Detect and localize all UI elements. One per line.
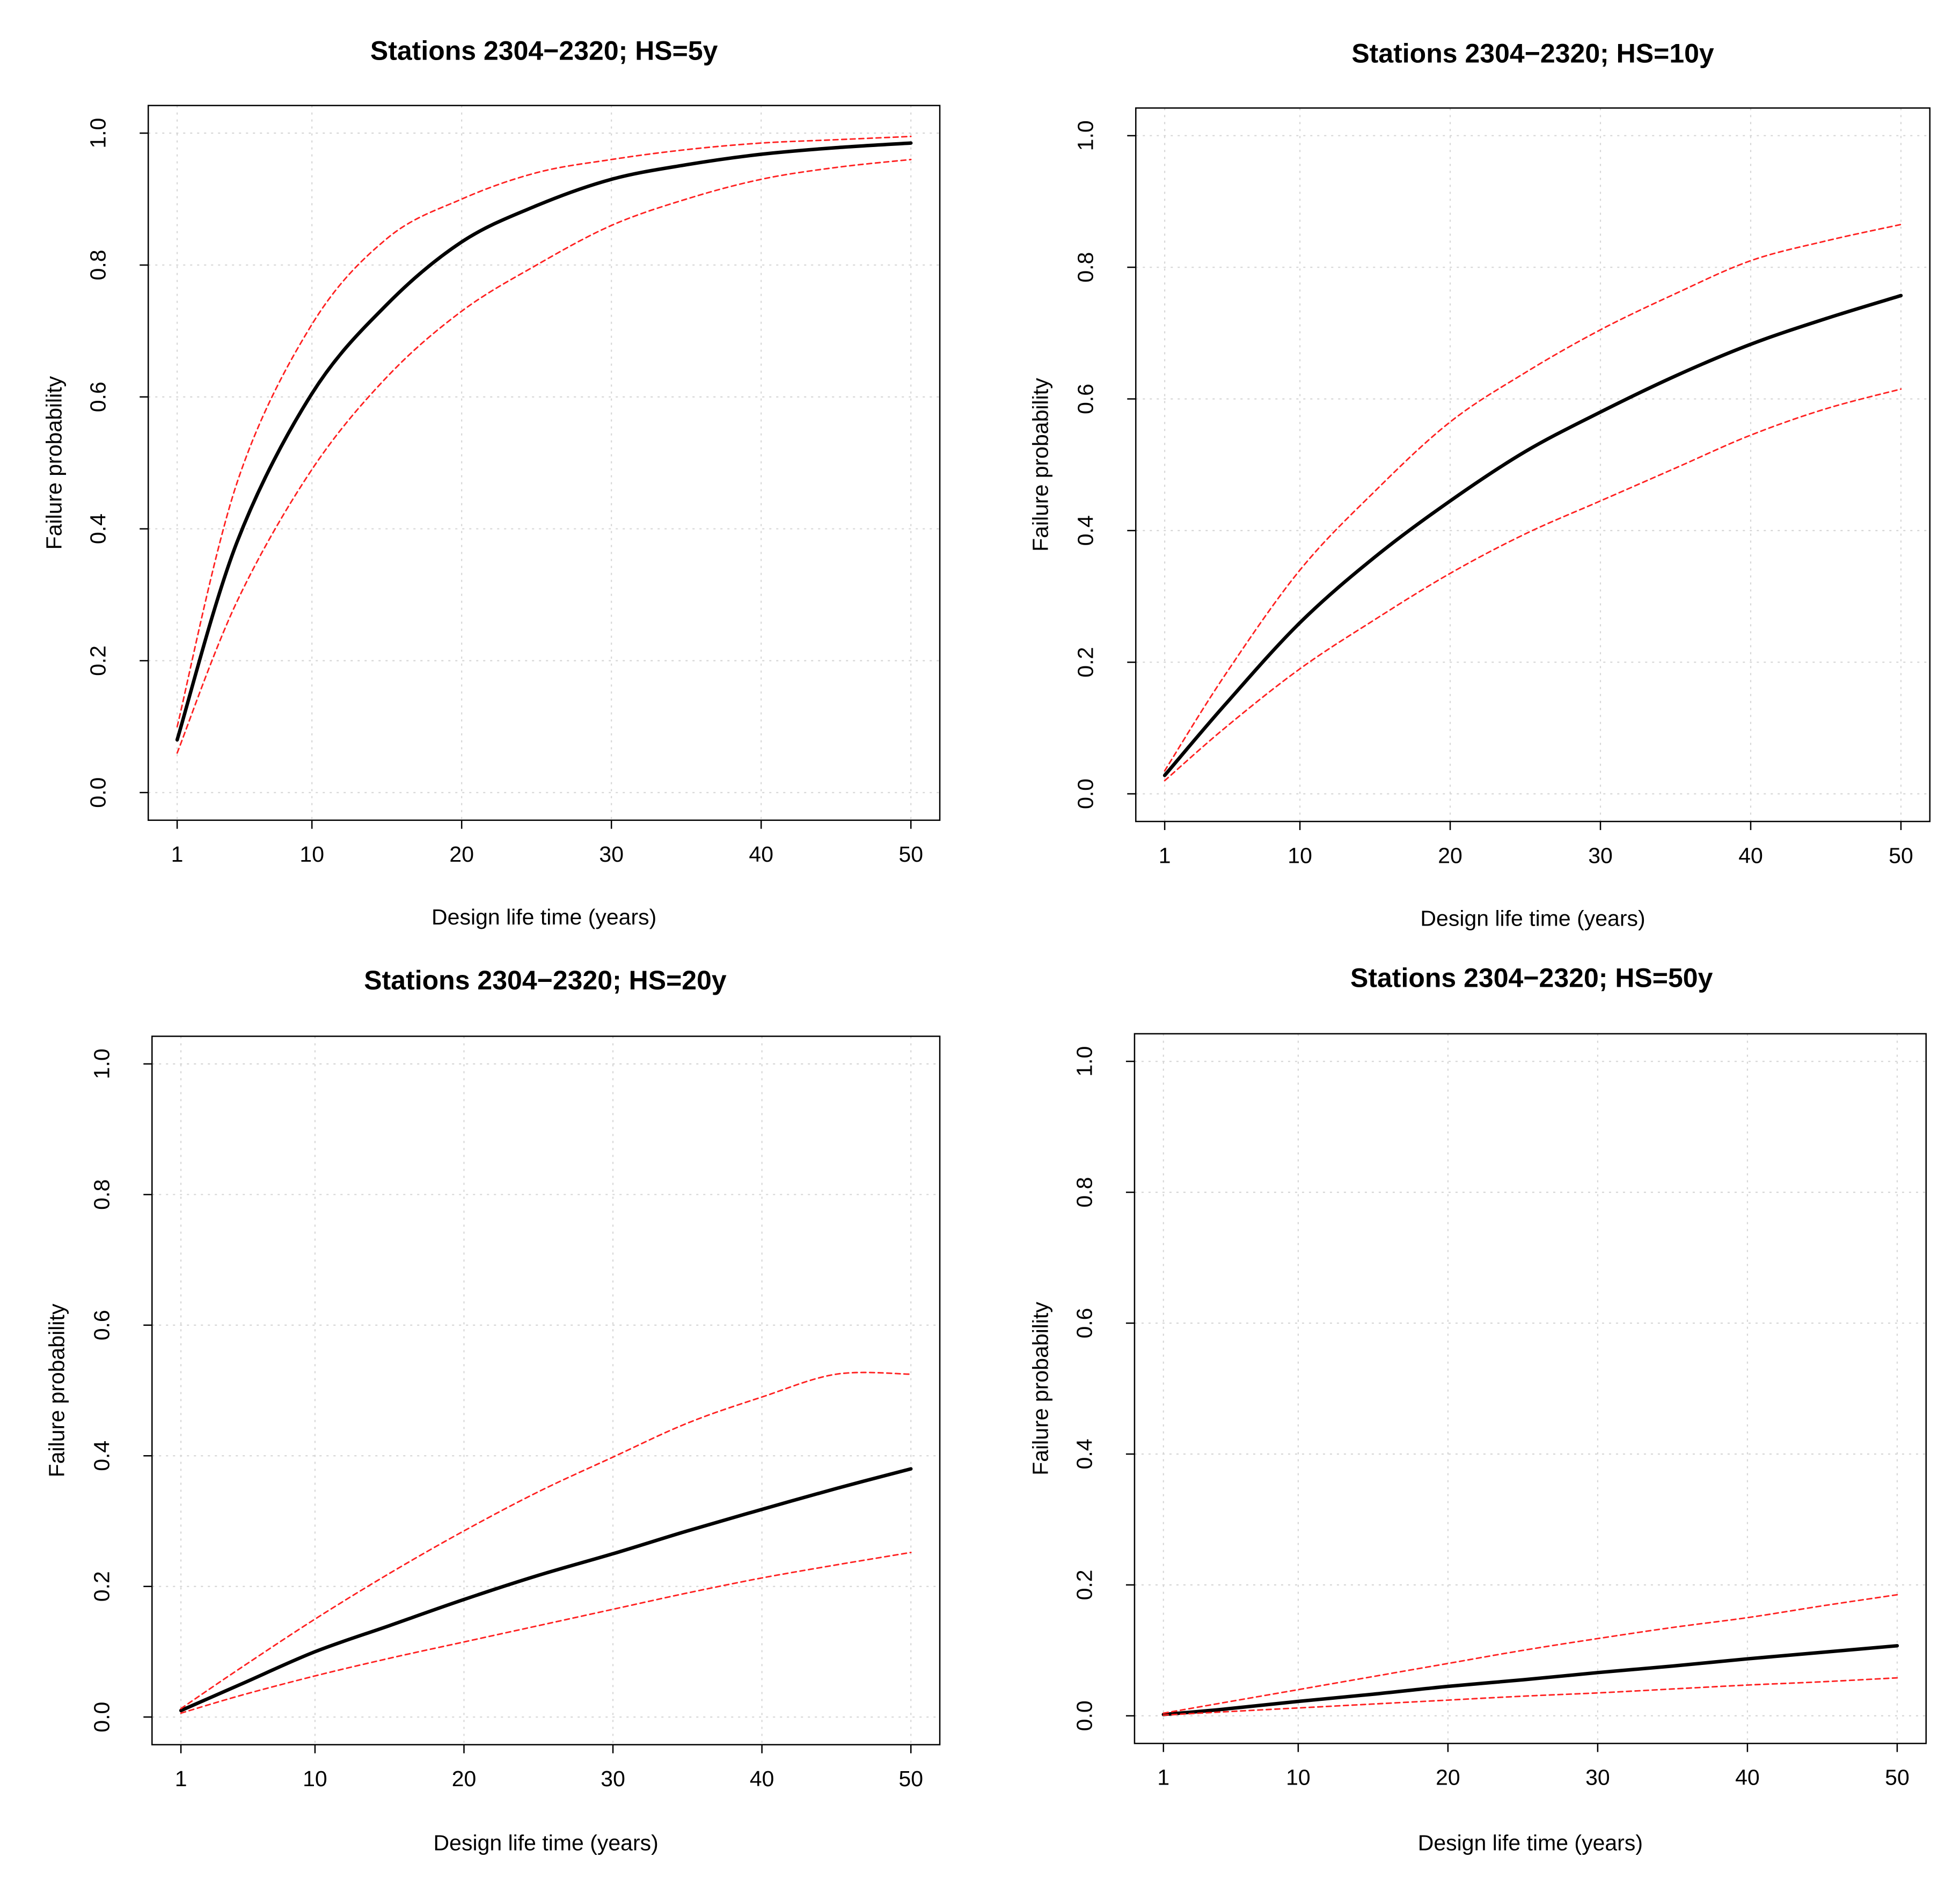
y-tick-label: 0.6 xyxy=(1072,1308,1096,1339)
chart-panel-4: 1 10 20 30 40 50 0.0 0.2 0.4 0.6 0.8 1.0 Stations 23… xyxy=(1028,963,1927,1855)
series-line-lower-bound xyxy=(1164,388,1902,782)
x-axis-label: Design life time (years) xyxy=(432,905,656,929)
series-line-upper-bound xyxy=(176,135,912,728)
plot-frame xyxy=(151,1036,941,1745)
y-axis-label: Failure probability xyxy=(42,376,67,549)
y-tick-label: 1.0 xyxy=(1072,1046,1096,1077)
y-tick-label: 0.6 xyxy=(90,1310,114,1340)
x-tick-label: 40 xyxy=(749,842,773,867)
series-line-upper-bound xyxy=(180,1371,912,1709)
x-tick-label: 20 xyxy=(1436,1765,1460,1790)
y-axis-label: Failure probability xyxy=(1028,378,1052,552)
series-line-upper-bound xyxy=(1164,224,1902,772)
y-tick-label: 0.4 xyxy=(1073,515,1098,546)
series-line-lower-bound xyxy=(1162,1677,1898,1716)
chart-panel-1: 1 10 20 30 40 50 0.0 0.2 0.4 0.6 0.8 1.0 Stations 23… xyxy=(42,36,941,929)
x-tick-label: 50 xyxy=(898,1766,923,1791)
chart-panel-3: 1 10 20 30 40 50 0.0 0.2 0.4 0.6 0.8 1.0 Stations 23… xyxy=(44,965,941,1855)
series-line-lower-bound xyxy=(180,1552,912,1714)
x-tick-label: 40 xyxy=(1735,1765,1760,1790)
y-tick-label: 0.8 xyxy=(86,249,111,280)
x-tick-label: 1 xyxy=(171,842,184,867)
x-tick-label: 30 xyxy=(599,842,624,867)
x-axis-label: Design life time (years) xyxy=(1418,1830,1643,1855)
y-axis-label: Failure probability xyxy=(1028,1302,1052,1476)
y-tick-label: 1.0 xyxy=(1073,120,1098,151)
chart-title: Stations 2304−2320; HS=5y xyxy=(370,36,718,66)
y-axis-label: Failure probability xyxy=(44,1303,69,1477)
chart-title: Stations 2304−2320; HS=20y xyxy=(364,965,727,995)
x-tick-label: 10 xyxy=(303,1766,327,1791)
series-line-upper-bound xyxy=(1162,1594,1898,1714)
y-tick-label: 0.8 xyxy=(90,1179,114,1210)
y-tick-label: 0.4 xyxy=(90,1441,114,1471)
y-tick-label: 0.2 xyxy=(1073,647,1098,678)
x-tick-label: 10 xyxy=(1286,1765,1311,1790)
y-tick-label: 0.2 xyxy=(86,645,111,676)
x-tick-label: 20 xyxy=(449,842,474,867)
y-tick-label: 0.0 xyxy=(1073,779,1098,809)
x-tick-label: 10 xyxy=(299,842,324,867)
chart-title: Stations 2304−2320; HS=50y xyxy=(1350,963,1713,993)
y-tick-label: 0.2 xyxy=(90,1571,114,1602)
x-tick-label: 1 xyxy=(1157,1765,1169,1790)
x-tick-label: 20 xyxy=(1438,843,1462,868)
y-tick-label: 0.4 xyxy=(1072,1438,1096,1469)
y-tick-label: 0.8 xyxy=(1072,1177,1096,1208)
x-tick-label: 30 xyxy=(601,1766,625,1791)
y-tick-label: 0.6 xyxy=(86,381,111,412)
y-tick-label: 0.0 xyxy=(1072,1700,1096,1731)
series-line-estimate xyxy=(1161,1644,1899,1716)
y-tick-label: 1.0 xyxy=(86,118,111,149)
x-tick-label: 1 xyxy=(175,1766,187,1791)
x-tick-label: 10 xyxy=(1288,843,1312,868)
x-axis-label: Design life time (years) xyxy=(1420,906,1645,930)
x-tick-label: 1 xyxy=(1159,843,1171,868)
x-tick-label: 30 xyxy=(1585,1765,1610,1790)
y-tick-label: 0.6 xyxy=(1073,384,1098,414)
x-axis-label: Design life time (years) xyxy=(434,1830,659,1855)
plot-frame xyxy=(1135,107,1931,823)
series-line-estimate xyxy=(175,141,913,742)
x-tick-label: 40 xyxy=(750,1766,774,1791)
y-tick-label: 0.0 xyxy=(86,777,111,808)
series-line-estimate xyxy=(1162,293,1903,777)
y-tick-label: 1.0 xyxy=(90,1048,114,1079)
plot-frame xyxy=(147,105,941,821)
y-tick-label: 0.8 xyxy=(1073,252,1098,283)
x-tick-label: 40 xyxy=(1738,843,1763,868)
x-tick-label: 50 xyxy=(1889,843,1913,868)
series-line-estimate xyxy=(179,1467,913,1713)
plot-frame xyxy=(1133,1033,1927,1744)
x-tick-label: 50 xyxy=(1885,1765,1910,1790)
x-tick-label: 20 xyxy=(452,1766,477,1791)
chart-panel-2: 1 10 20 30 40 50 0.0 0.2 0.4 0.6 0.8 1.0 Stations 23… xyxy=(1028,38,1931,930)
chart-title: Stations 2304−2320; HS=10y xyxy=(1351,38,1714,68)
y-tick-label: 0.0 xyxy=(90,1702,114,1733)
x-tick-label: 30 xyxy=(1588,843,1613,868)
y-tick-label: 0.2 xyxy=(1072,1569,1096,1600)
series-line-lower-bound xyxy=(176,158,912,754)
x-tick-label: 50 xyxy=(898,842,923,867)
y-tick-label: 0.4 xyxy=(86,513,111,544)
